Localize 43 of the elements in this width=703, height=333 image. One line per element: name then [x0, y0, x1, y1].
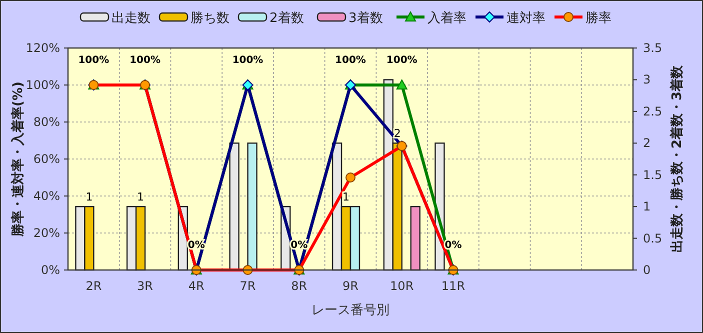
y2-tick-label: 2.5: [643, 104, 662, 118]
x-tick-label: 2R: [86, 279, 102, 293]
y-tick-label: 0%: [40, 263, 60, 277]
y2-tick-label: 3.5: [643, 41, 662, 55]
legend-label: 3着数: [348, 10, 383, 26]
x-tick-label: 8R: [291, 279, 308, 293]
y-tick-label: 80%: [33, 115, 60, 129]
y2-tick-label: 3: [643, 72, 651, 87]
data-label: 100%: [335, 55, 366, 66]
y-axis-title: 勝率・連対率・入着率(%): [10, 82, 26, 238]
data-label: 1: [137, 190, 144, 204]
data-label: 1: [86, 190, 93, 204]
y-tick-label: 60%: [33, 152, 60, 166]
legend-label: 勝ち数: [190, 11, 230, 26]
x-tick-label: 4R: [188, 279, 204, 293]
y2-tick-label: 1.5: [643, 168, 662, 182]
x-tick-label: 11R: [441, 279, 466, 293]
x-tick-label: 9R: [342, 279, 358, 293]
y2-tick-label: 1: [643, 200, 651, 214]
x-tick-label: 10R: [390, 279, 414, 293]
y-tick-label: 20%: [33, 226, 60, 240]
data-label: 100%: [386, 55, 418, 66]
y-tick-label: 40%: [33, 189, 60, 203]
point: [396, 80, 408, 90]
data-label: 100%: [78, 55, 110, 66]
x-tick-label: 3R: [137, 279, 154, 293]
y2-axis-title: 出走数・勝ち数・2着数・3着数: [669, 64, 685, 253]
data-label: 100%: [232, 55, 264, 66]
legend-label: 入着率: [428, 10, 466, 26]
data-label: 1: [342, 190, 350, 204]
y2-tick-label: 0.5: [643, 231, 662, 246]
legend-label: 連対率: [506, 10, 546, 26]
data-label: 2: [394, 127, 401, 140]
y2-tick-label: 2: [643, 136, 651, 150]
legend-label: 出走数: [112, 11, 150, 26]
data-label: 100%: [130, 55, 160, 66]
y-tick-label: 100%: [26, 78, 60, 92]
y-tick-label: 120%: [26, 41, 60, 55]
x-tick-label: 7R: [240, 279, 256, 293]
legend-label: 2着数: [270, 10, 304, 26]
y2-tick-label: 0: [643, 263, 651, 277]
x-axis-title: レース番号別: [312, 303, 390, 318]
legend-label: 勝率: [586, 10, 612, 26]
